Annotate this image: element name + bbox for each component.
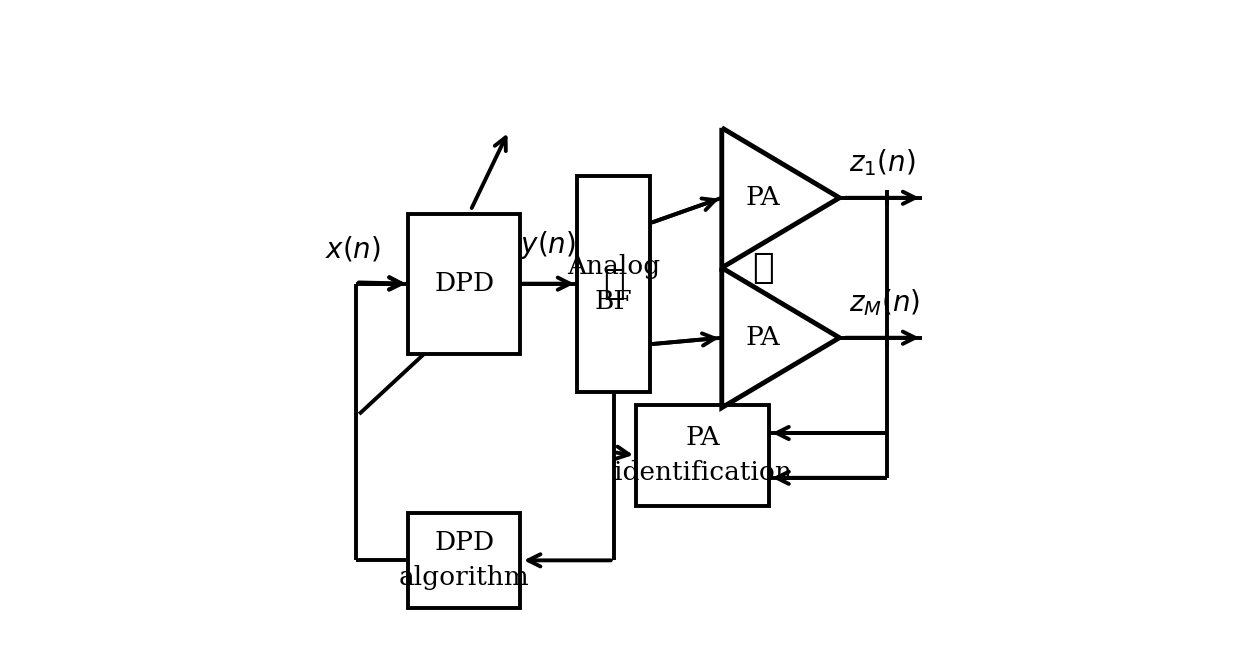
Text: $z_M(n)$: $z_M(n)$ [849,287,920,318]
Bar [408,513,520,608]
Text: PA: PA [745,185,780,211]
Bar [577,176,650,392]
Text: DPD
algorithm: DPD algorithm [399,530,529,590]
Text: DPD: DPD [434,271,495,296]
Text: $x(n)$: $x(n)$ [325,234,381,263]
Bar [636,404,770,506]
Text: Analog
BF: Analog BF [567,254,660,314]
Bar [408,214,520,354]
Text: ⋮: ⋮ [753,251,774,285]
Text: $y(n)$: $y(n)$ [521,229,577,261]
Text: $z_1(n)$: $z_1(n)$ [849,148,915,178]
Text: PA
identification: PA identification [614,425,791,486]
Text: PA: PA [745,325,780,350]
Text: ⋮: ⋮ [603,266,625,301]
